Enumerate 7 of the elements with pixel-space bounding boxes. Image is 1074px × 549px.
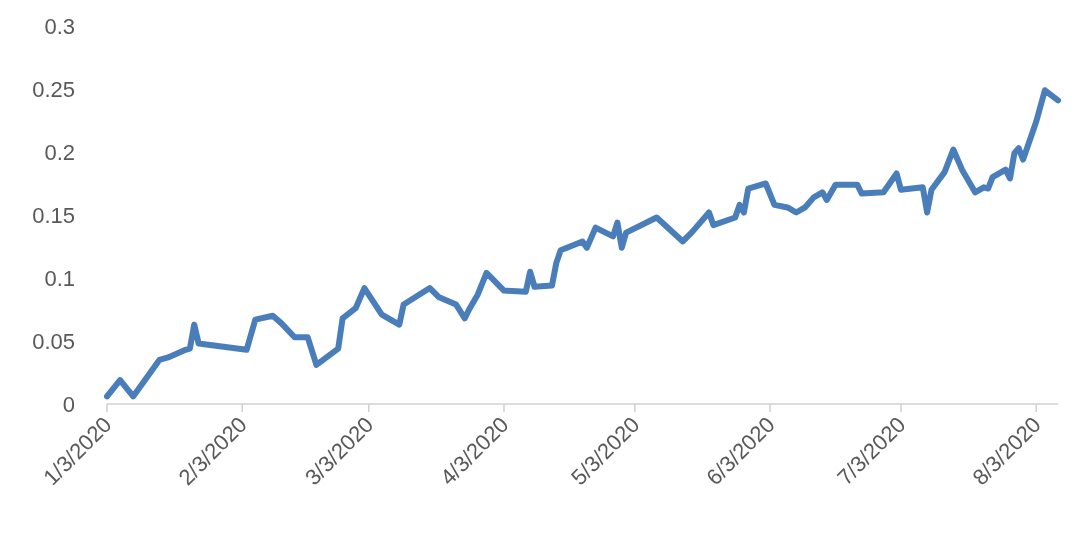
y-tick-label: 0.2 bbox=[44, 139, 75, 165]
y-tick-label: 0.05 bbox=[32, 328, 75, 354]
y-tick-label: 0 bbox=[62, 391, 75, 417]
y-tick-label: 0.25 bbox=[32, 76, 75, 102]
y-tick-label: 0.1 bbox=[44, 265, 75, 291]
y-tick-label: 0.15 bbox=[32, 202, 75, 228]
y-tick-label: 0.3 bbox=[44, 13, 75, 39]
